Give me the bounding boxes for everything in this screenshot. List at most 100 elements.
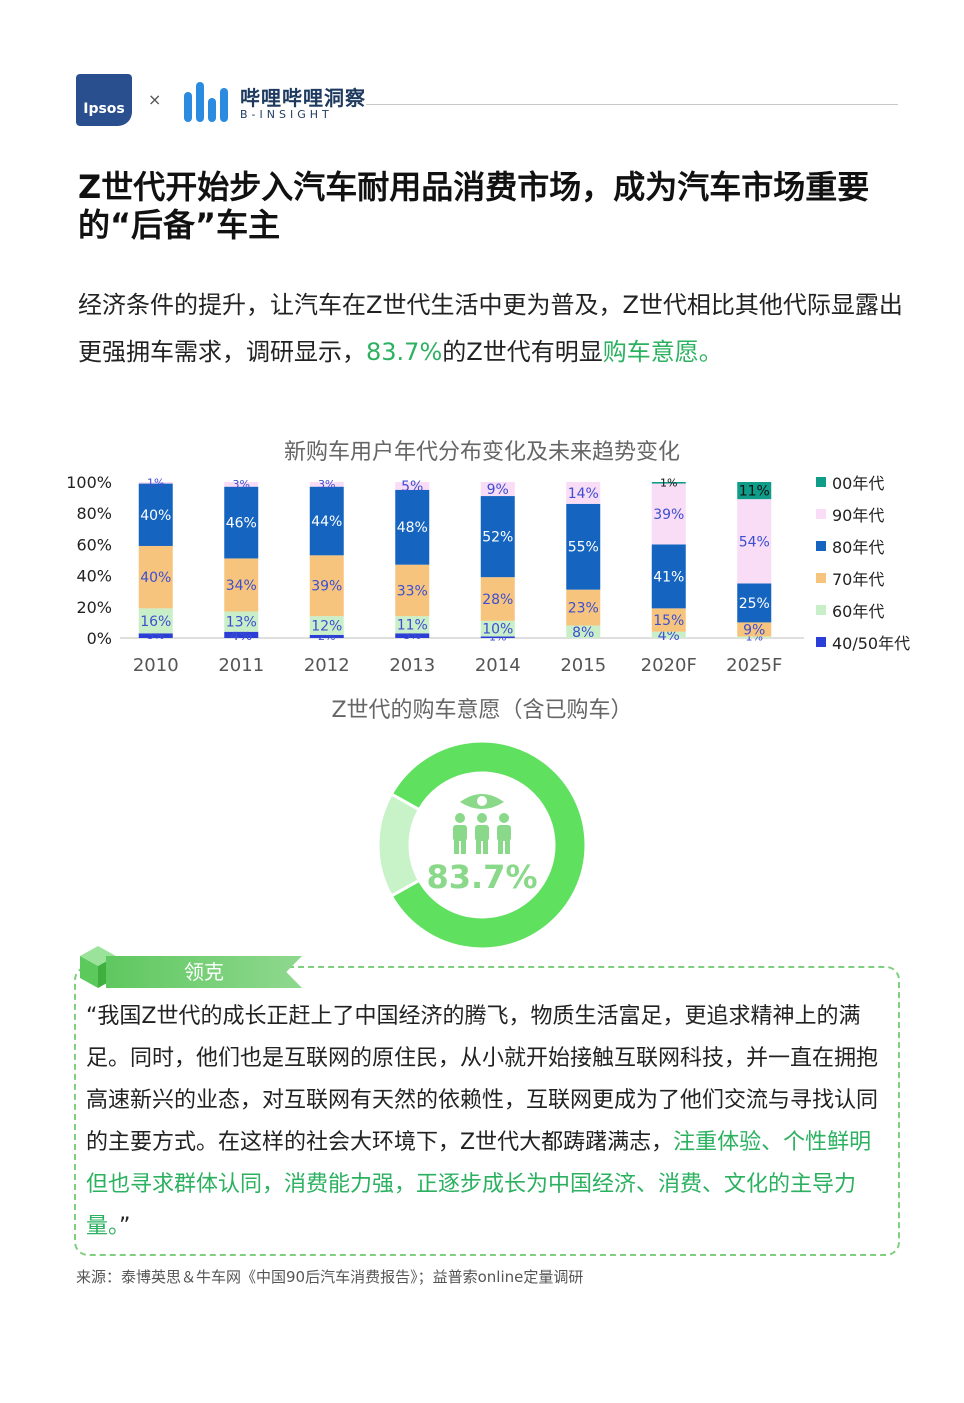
bar-data-label: 9% [743,622,765,638]
legend-item: 70年代 [816,562,956,594]
people-eye-icon [453,794,511,854]
x-tick-label: 2020F [641,655,697,676]
bar-segment [566,503,601,590]
bar-segment [480,496,515,578]
bar-segment [224,482,259,487]
donut-chart: 83.7% [376,739,588,951]
quote-text-end: ” [119,1214,131,1239]
bilibili-sub: B-INSIGHT [240,108,333,121]
bar-segment [309,634,344,638]
ipsos-logo: Ipsos [76,74,132,126]
bar-segment [138,482,173,484]
bar-data-label: 3% [233,478,250,491]
bilibili-logo-icon [184,82,228,122]
bar-segment [395,489,430,565]
bar-segment [224,611,259,632]
bar-segment [224,558,259,612]
bar-data-label: 28% [482,592,513,608]
bar-data-label: 3% [318,478,335,491]
legend-swatch [816,637,826,647]
x-tick-label: 2015 [560,655,606,676]
legend-item: 90年代 [816,498,956,530]
bar-segment [395,633,430,638]
bar-data-label: 14% [568,486,599,502]
bar-segment [651,482,686,484]
x-tick-label: 2010 [133,655,179,676]
legend-label: 00年代 [832,474,885,493]
bar-data-label: 10% [482,622,513,638]
bar-data-label: 54% [739,534,770,550]
legend-swatch [816,605,826,615]
bar-segment [737,583,772,623]
bar-segment [651,608,686,632]
bar-chart-title: 新购车用户年代分布变化及未来趋势变化 [283,440,680,465]
y-tick-label: 20% [76,598,112,617]
quote-text-highlight: 注重体验、个性鲜明但也寻求群体认同，消费能力强，正逐步成长为中国经济、消费、文化… [86,1130,872,1239]
legend-label: 80年代 [832,538,885,557]
lead-text-2: 的Z世代有明显 [442,338,603,366]
bar-segment [566,482,601,504]
bar-segment [309,486,344,556]
lead-text-1: 经济条件的提升，让汽车在Z世代生活中更为普及，Z世代相比其他代际显露出更强拥车需… [78,291,903,366]
bar-segment [737,636,772,638]
bar-chart-legend: 00年代 90年代 80年代 70年代 60年代 40/50年代 [816,466,956,658]
bar-data-label: 39% [311,579,342,595]
lead-highlight-intent: 购车意愿。 [602,338,723,366]
bar-data-label: 52% [482,530,513,546]
bar-data-label: 4% [230,628,252,644]
bar-segment [651,631,686,638]
bar-data-label: 9% [487,482,509,498]
bar-segment [395,616,430,634]
bar-data-label: 48% [397,520,428,536]
bar-data-label: 23% [568,601,599,617]
bar-data-label: 11% [739,484,770,500]
bar-data-label: 40% [140,508,171,524]
bar-segment [224,486,259,559]
legend-swatch [816,477,826,487]
lead-highlight-percent: 83.7% [366,338,443,366]
legend-swatch [816,573,826,583]
donut-center-label: 83.7% [426,858,537,896]
logo-separator: × [148,90,162,109]
bar-segment [566,625,601,638]
bar-segment [480,636,515,638]
bar-data-label: 34% [226,578,257,594]
bar-segment [737,482,772,500]
bar-segment [480,620,515,637]
bar-segment [138,608,173,634]
bilibili-name: 哔哩哔哩洞察 [240,86,366,110]
legend-item: 80年代 [816,530,956,562]
bar-segment [309,616,344,635]
bar-data-label: 39% [653,507,684,523]
bar-data-label: 41% [653,569,684,585]
bar-segment [138,483,173,546]
legend-item: 60年代 [816,594,956,626]
bar-data-label: 25% [739,596,770,612]
y-tick-label: 40% [76,567,112,586]
donut-slice [389,739,588,951]
x-tick-label: 2025F [726,655,782,676]
bar-data-label: 13% [226,615,257,631]
x-tick-label: 2011 [218,655,264,676]
legend-swatch [816,509,826,519]
bar-data-label: 46% [226,516,257,532]
bar-data-label: 55% [568,540,599,556]
x-tick-label: 2013 [389,655,435,676]
bar-segment [737,499,772,584]
bar-segment [138,545,173,609]
bar-segment [395,564,430,617]
legend-item: 40/50年代 [816,626,956,658]
bar-data-label: 8% [572,625,594,641]
bar-data-label: 15% [653,613,684,629]
bar-segment [138,633,173,638]
bar-segment [309,482,344,487]
legend-label: 90年代 [832,506,885,525]
bar-segment [566,589,601,626]
bar-data-label: 1% [147,476,164,489]
bar-segment [309,555,344,617]
quote-text: “我国Z世代的成长正赶上了中国经济的腾飞，物质生活富足，更追求精神上的满足。同时… [86,996,886,1248]
stacked-bar-chart: 0%20%40%60%80%100%3%16%40%40%1%20104%13%… [66,473,804,676]
bar-data-label: 12% [311,619,342,635]
quote-text-normal: “我国Z世代的成长正赶上了中国经济的腾飞，物质生活富足，更追求精神上的满足。同时… [86,1004,879,1155]
x-tick-label: 2014 [475,655,521,676]
